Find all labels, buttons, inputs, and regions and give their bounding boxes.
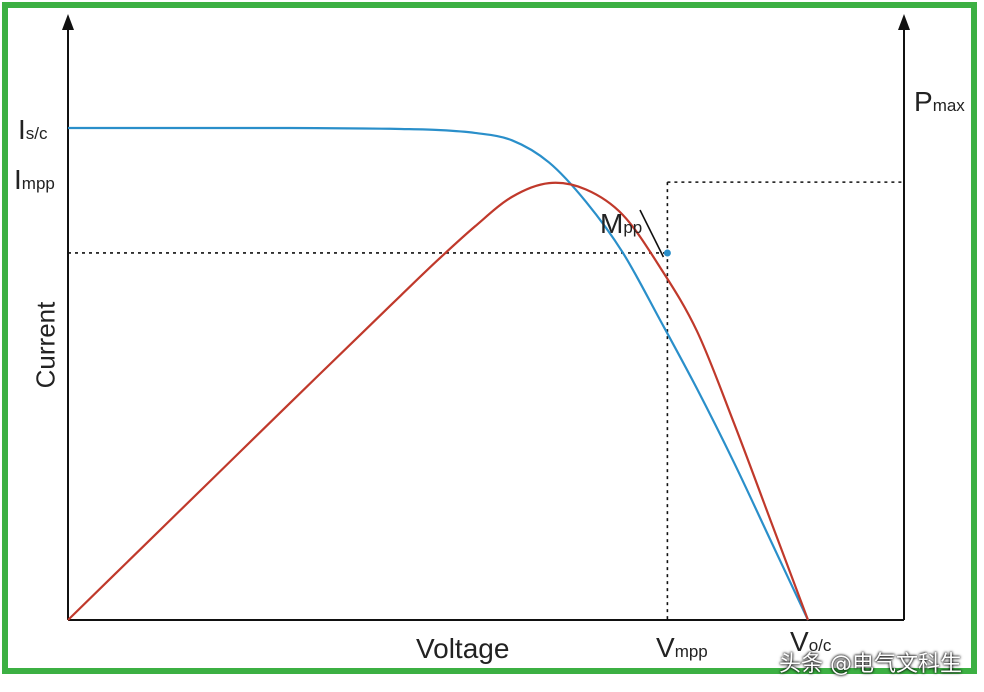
watermark: 头条 @电气文科生 — [779, 652, 962, 677]
vmpp-label: Vmpp — [656, 632, 708, 663]
guide-lines — [68, 181, 904, 620]
axes — [62, 14, 910, 621]
series-layer — [67, 126, 810, 621]
mpp-pointer — [639, 209, 665, 258]
green-border — [2, 2, 977, 674]
y-axis-label: Current — [30, 301, 61, 389]
isc-label: Is/c — [18, 114, 48, 145]
mpp-point — [663, 249, 671, 257]
x-axis-label: Voltage — [416, 633, 510, 664]
y-axis-left-arrow — [62, 14, 74, 30]
y-axis-right-arrow — [898, 14, 910, 30]
series-line-p-v — [67, 181, 810, 621]
pmax-label: Pmax — [914, 86, 965, 117]
series-line-i-v — [67, 126, 809, 621]
voc-label: Vo/c — [790, 626, 832, 657]
mpp-label: Mpp — [600, 208, 643, 239]
impp-label: Impp — [14, 164, 55, 195]
